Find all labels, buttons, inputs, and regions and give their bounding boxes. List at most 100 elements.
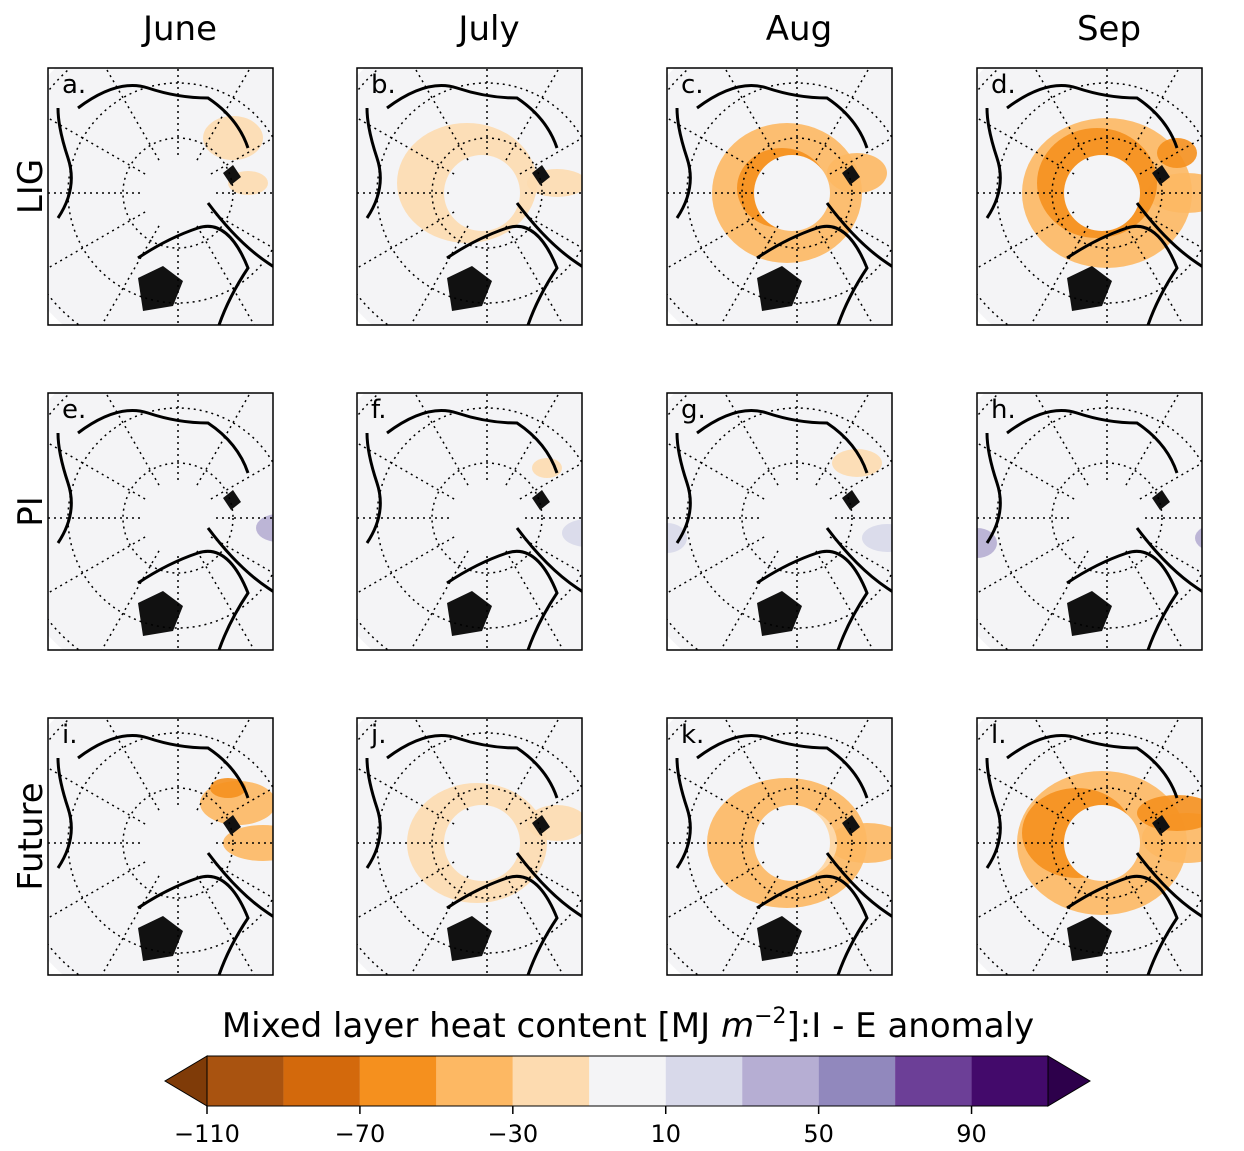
map-panel [48, 68, 273, 325]
meridian [357, 442, 455, 500]
anomaly-area [832, 449, 882, 477]
panel-frame [666, 392, 893, 651]
meridian [409, 550, 469, 650]
meridian [719, 550, 779, 650]
meridian [815, 393, 871, 486]
meridian [104, 718, 160, 811]
anomaly-area [210, 778, 246, 798]
colorbar-title-part: ]:I - E anomaly [787, 1006, 1035, 1046]
meridian [100, 550, 160, 650]
sea-ice-mask [444, 480, 520, 556]
meridian [1125, 550, 1185, 650]
latitude [431, 137, 543, 249]
map-panel [667, 718, 892, 975]
coastline [365, 409, 582, 650]
sea-ice-mask [135, 805, 211, 881]
coastline [675, 734, 892, 975]
coastline [56, 84, 273, 325]
map-panel [977, 393, 1202, 650]
latitude [431, 462, 543, 574]
sea-ice-mask [754, 805, 830, 881]
meridian [977, 117, 1075, 175]
panel-label: b. [371, 70, 396, 100]
meridian [357, 117, 455, 175]
anomaly-area [203, 116, 263, 160]
meridian [196, 393, 252, 486]
meridian [100, 225, 160, 325]
meridian [1029, 875, 1089, 975]
coastline [56, 734, 273, 975]
panel-label: g. [681, 395, 706, 425]
land-islands [1067, 165, 1170, 311]
column-title: July [456, 9, 519, 49]
map-panel [977, 68, 1202, 325]
land-islands [757, 165, 860, 311]
meridian [413, 393, 469, 486]
sea-ice-mask [135, 480, 211, 556]
coastline [675, 84, 892, 325]
colorbar-title-part: Mixed layer heat content [MJ [222, 1006, 721, 1046]
meridian [104, 68, 160, 161]
meridian [815, 718, 871, 811]
colorbar-bin [818, 1056, 896, 1106]
meridian [519, 137, 582, 175]
panel-label: h. [991, 395, 1016, 425]
latitude [741, 462, 853, 574]
land-islands [447, 815, 550, 961]
anomaly-area [862, 524, 892, 552]
coastline [985, 409, 1202, 650]
panel-label: d. [991, 70, 1016, 100]
meridian [505, 875, 565, 975]
map-panel [667, 393, 892, 650]
meridian [1033, 393, 1089, 486]
meridian [829, 787, 892, 825]
meridian [723, 393, 779, 486]
land-islands [138, 490, 241, 636]
panel-label: i. [62, 720, 78, 750]
meridian [409, 225, 469, 325]
meridian [357, 536, 455, 594]
meridian [519, 536, 582, 574]
latitude [1051, 137, 1163, 249]
colorbar-tick-label: −110 [174, 1120, 240, 1148]
meridian [1033, 68, 1089, 161]
meridian [100, 875, 160, 975]
meridian [977, 211, 1075, 269]
meridian [48, 536, 146, 594]
meridian [815, 550, 875, 650]
meridian [719, 225, 779, 325]
panel-frame [356, 67, 583, 326]
meridian [519, 462, 582, 500]
panel-frame [47, 67, 274, 326]
meridian [1125, 225, 1185, 325]
anomaly-area [1195, 527, 1202, 549]
meridian [104, 393, 160, 486]
meridian [357, 861, 455, 919]
coastline [985, 734, 1202, 975]
meridian [1139, 462, 1202, 500]
meridian [210, 211, 273, 249]
latitude [1051, 787, 1163, 899]
panel-frame [356, 392, 583, 651]
meridian [48, 767, 146, 825]
meridian [1139, 137, 1202, 175]
panel-frame [666, 67, 893, 326]
sea-ice-mask [444, 155, 520, 231]
meridian [977, 861, 1075, 919]
meridian [1033, 718, 1089, 811]
meridian [1139, 536, 1202, 574]
meridian [505, 718, 561, 811]
panel-label: a. [62, 70, 86, 100]
meridian [667, 767, 765, 825]
colorbar-bin [895, 1056, 972, 1106]
meridian [667, 442, 765, 500]
colorbar-tick-label: −70 [335, 1120, 386, 1148]
anomaly-area [532, 458, 562, 478]
map-panel [48, 718, 273, 975]
anomaly-area [285, 530, 301, 546]
panel-frame [976, 67, 1203, 326]
row-label: LIG [11, 159, 51, 214]
colorbar-extend-high [1047, 1055, 1091, 1107]
coastline [365, 734, 582, 975]
